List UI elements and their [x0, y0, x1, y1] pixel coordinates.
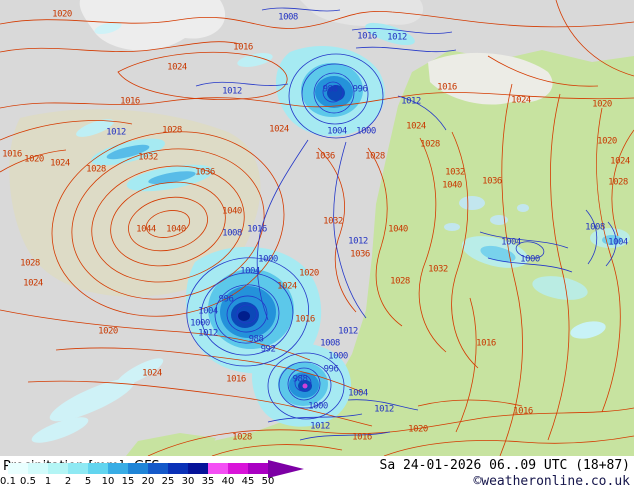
- scale-tick: 45: [241, 476, 255, 487]
- weather-map: 1020 1016 1024 1016 1016 1024 1020 1024 1028 1024…: [0, 0, 634, 456]
- scale-segment: [168, 463, 188, 474]
- landmass: [126, 50, 634, 456]
- weather-map-svg: [0, 0, 634, 456]
- scale-segment: [28, 463, 48, 474]
- precipitation-color-scale: [8, 459, 304, 478]
- isobars-blue: [186, 7, 617, 441]
- scale-tick: 25: [161, 476, 175, 487]
- scale-segment: [228, 463, 248, 474]
- terrain-patches: [9, 0, 424, 297]
- scale-tick: 15: [121, 476, 135, 487]
- scale-tick: 20: [141, 476, 155, 487]
- scale-tick: 40: [221, 476, 235, 487]
- scale-segment: [68, 463, 88, 474]
- scale-segment: [248, 463, 268, 474]
- scale-segment: [188, 463, 208, 474]
- scale-segment: [8, 463, 28, 474]
- scale-tick: 35: [201, 476, 215, 487]
- scale-arrow: [268, 459, 304, 478]
- scale-tick: 5: [84, 476, 92, 487]
- scale-tick: 0.1: [0, 476, 16, 487]
- scale-segment: [88, 463, 108, 474]
- scale-tick: 10: [101, 476, 115, 487]
- scale-tick-labels: 0.1 0.5 1 2 5 10 15 20 25 30 35 40 45 50: [0, 476, 338, 488]
- scale-tick: 50: [261, 476, 275, 487]
- scale-segment: [48, 463, 68, 474]
- isobars-red: [0, 0, 634, 456]
- scale-tick: 30: [181, 476, 195, 487]
- scale-segment: [148, 463, 168, 474]
- scale-tick: 2: [64, 476, 72, 487]
- lakes: [444, 196, 529, 231]
- scale-segment: [128, 463, 148, 474]
- valid-datetime: Sa 24-01-2026 06..09 UTC (18+87): [379, 458, 630, 473]
- scale-tick: 1: [44, 476, 52, 487]
- scale-segment: [208, 463, 228, 474]
- scale-tick: 0.5: [20, 476, 36, 487]
- copyright-text: ©weatheronline.co.uk: [473, 474, 630, 489]
- legend-bar: Precipitation [mm] GFS 0.10.512510152025…: [0, 456, 634, 490]
- scale-segment: [108, 463, 128, 474]
